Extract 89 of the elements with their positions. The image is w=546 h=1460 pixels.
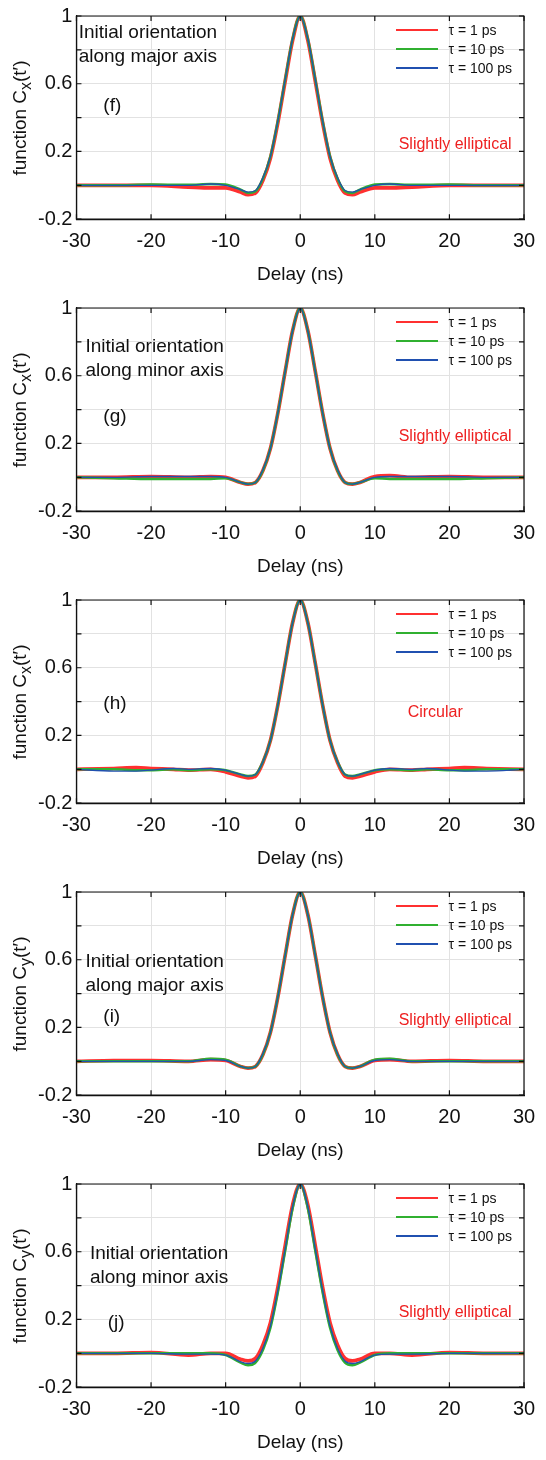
legend-label: τ = 10 ps bbox=[448, 1208, 505, 1225]
x-tick-label: 20 bbox=[438, 228, 461, 251]
x-tick-label: 0 bbox=[294, 520, 306, 543]
y-tick-label: 0.6 bbox=[44, 655, 73, 678]
legend-label: τ = 10 ps bbox=[448, 332, 505, 349]
x-tick-label: -30 bbox=[62, 1396, 91, 1419]
annotation: Initial orientation along major axis bbox=[78, 20, 218, 68]
y-tick-label: 0.2 bbox=[44, 1014, 73, 1037]
y-tick-label: 1 bbox=[61, 295, 73, 318]
y-tick-label: 0.2 bbox=[44, 1306, 73, 1329]
annotation: Initial orientation along minor axis bbox=[89, 1240, 229, 1289]
y-tick-label: -0.2 bbox=[37, 790, 73, 813]
legend-label: τ = 1 ps bbox=[448, 1189, 497, 1206]
x-tick-label: 20 bbox=[438, 812, 461, 835]
y-tick-label: 1 bbox=[61, 1171, 73, 1194]
x-tick-label: 30 bbox=[512, 812, 536, 835]
x-tick-label: 20 bbox=[438, 1396, 461, 1419]
x-tick-label: 30 bbox=[512, 228, 536, 251]
y-tick-label: -0.2 bbox=[37, 498, 73, 521]
x-tick-label: -20 bbox=[136, 812, 166, 835]
annotation: Slightly elliptical bbox=[398, 1009, 512, 1030]
x-tick-label: 10 bbox=[363, 812, 386, 835]
legend-label: τ = 10 ps bbox=[448, 624, 505, 641]
annotation: Initial orientation along major axis bbox=[85, 948, 224, 997]
y-tick-label: 0.2 bbox=[44, 138, 73, 161]
annotation: (i) bbox=[103, 1003, 121, 1028]
x-tick-label: 10 bbox=[363, 520, 386, 543]
x-tick-label: 30 bbox=[512, 1396, 536, 1419]
x-tick-label: -10 bbox=[211, 228, 241, 251]
annotation: (f) bbox=[103, 93, 122, 117]
x-tick-label: -20 bbox=[136, 1104, 166, 1127]
y-tick-label: 1 bbox=[61, 587, 73, 610]
x-tick-label: 10 bbox=[363, 1396, 386, 1419]
x-tick-label: 20 bbox=[438, 520, 461, 543]
x-tick-label: 0 bbox=[294, 1104, 306, 1127]
annotation: Slightly elliptical bbox=[398, 425, 512, 446]
x-tick-label: -30 bbox=[62, 228, 91, 251]
x-tick-label: -20 bbox=[136, 520, 166, 543]
annotation: Initial orientation along minor axis bbox=[85, 334, 224, 382]
legend-label: τ = 1 ps bbox=[448, 897, 497, 914]
y-tick-label: 0.6 bbox=[44, 1239, 73, 1262]
x-tick-label: -30 bbox=[62, 520, 91, 543]
x-axis-title: Delay (ns) bbox=[256, 1430, 344, 1452]
x-tick-label: 10 bbox=[363, 1104, 386, 1127]
y-tick-label: 0.6 bbox=[44, 947, 73, 970]
y-tick-label: 0.2 bbox=[44, 722, 73, 745]
x-tick-label: 0 bbox=[294, 812, 306, 835]
x-tick-label: -20 bbox=[136, 228, 166, 251]
x-axis-title: Delay (ns) bbox=[256, 262, 344, 284]
x-tick-label: -20 bbox=[136, 1396, 166, 1419]
y-tick-label: 1 bbox=[61, 3, 73, 26]
legend-label: τ = 100 ps bbox=[448, 1227, 512, 1244]
legend-label: τ = 10 ps bbox=[448, 40, 505, 57]
x-tick-label: -30 bbox=[62, 1104, 91, 1127]
annotation: (h) bbox=[103, 691, 127, 716]
y-tick-label: 1 bbox=[61, 879, 73, 902]
annotation: Slightly elliptical bbox=[398, 133, 512, 154]
legend-label: τ = 100 ps bbox=[448, 59, 512, 76]
legend-label: τ = 100 ps bbox=[448, 351, 512, 368]
x-tick-label: 0 bbox=[294, 228, 306, 251]
legend-label: τ = 100 ps bbox=[448, 643, 512, 660]
annotation: (g) bbox=[103, 403, 127, 428]
x-tick-label: -30 bbox=[62, 812, 91, 835]
x-tick-label: 10 bbox=[363, 228, 386, 251]
x-axis-title: Delay (ns) bbox=[256, 1138, 344, 1160]
y-tick-label: 0.6 bbox=[44, 71, 73, 94]
y-tick-label: 0.6 bbox=[44, 363, 73, 386]
annotation: (j) bbox=[107, 1309, 125, 1334]
x-tick-label: -10 bbox=[211, 520, 241, 543]
x-tick-label: 30 bbox=[512, 1104, 536, 1127]
legend-label: τ = 1 ps bbox=[448, 605, 497, 622]
legend-label: τ = 100 ps bbox=[448, 935, 512, 952]
y-tick-label: -0.2 bbox=[37, 1374, 73, 1397]
y-tick-label: -0.2 bbox=[37, 1082, 73, 1105]
legend-label: τ = 10 ps bbox=[448, 916, 505, 933]
x-tick-label: 20 bbox=[438, 1104, 461, 1127]
y-tick-label: -0.2 bbox=[37, 206, 73, 229]
x-tick-label: -10 bbox=[211, 812, 241, 835]
x-tick-label: 0 bbox=[294, 1396, 306, 1419]
annotation: Circular bbox=[407, 701, 463, 722]
annotation: Slightly elliptical bbox=[398, 1301, 512, 1322]
x-axis-title: Delay (ns) bbox=[256, 554, 344, 576]
legend-label: τ = 1 ps bbox=[448, 313, 497, 330]
y-tick-label: 0.2 bbox=[44, 430, 73, 453]
x-tick-label: -10 bbox=[211, 1104, 241, 1127]
x-tick-label: -10 bbox=[211, 1396, 241, 1419]
legend-label: τ = 1 ps bbox=[448, 21, 497, 38]
x-axis-title: Delay (ns) bbox=[256, 846, 344, 868]
x-tick-label: 30 bbox=[512, 520, 536, 543]
